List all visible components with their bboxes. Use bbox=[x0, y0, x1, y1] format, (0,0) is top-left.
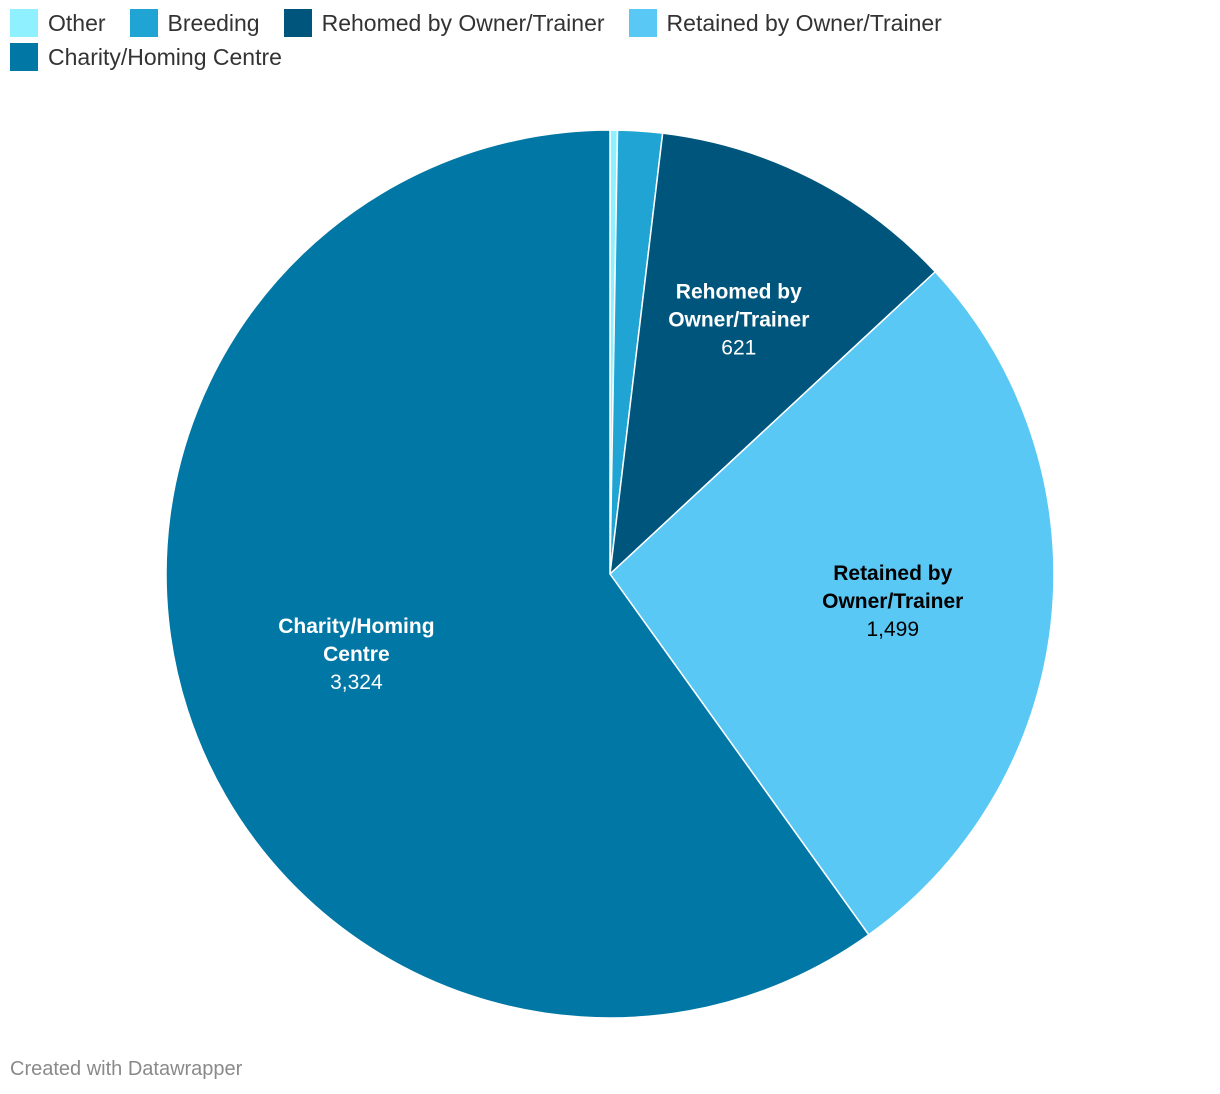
slice-label-name-line: Retained by bbox=[833, 562, 952, 585]
legend-swatch-charity bbox=[10, 43, 38, 71]
footer-credit: Created with Datawrapper bbox=[10, 1058, 243, 1080]
slice-label-rehomed-by-owner-trainer: Rehomed by Owner/Trainer 621 bbox=[668, 280, 809, 359]
legend-label-rehomed: Rehomed by Owner/Trainer bbox=[321, 9, 605, 36]
legend-label-charity: Charity/Homing Centre bbox=[48, 43, 282, 70]
legend-swatch-rehomed bbox=[283, 9, 312, 37]
slice-label-name-line: Rehomed by bbox=[676, 280, 802, 303]
slice-label-name-line: Owner/Trainer bbox=[822, 590, 963, 613]
chart-legend: Other Breeding Rehomed by Owner/Trainer … bbox=[10, 8, 1210, 72]
legend-label-retained: Retained by Owner/Trainer bbox=[666, 9, 942, 36]
pie-slice-retained-by-owner-trainer bbox=[609, 270, 1055, 936]
slice-label-retained-by-owner-trainer: Retained by Owner/Trainer 1,499 bbox=[822, 562, 963, 641]
slice-value-label: 621 bbox=[721, 336, 756, 359]
slice-label-name-line: Centre bbox=[323, 643, 390, 666]
slice-label-name-line: Charity/Homing bbox=[278, 615, 434, 638]
legend-item-rehomed: Rehomed by Owner/Trainer bbox=[283, 8, 605, 38]
legend-item-charity: Charity/Homing Centre bbox=[10, 42, 282, 72]
legend-item-breeding: Breeding bbox=[129, 8, 260, 38]
legend-item-other: Other bbox=[10, 8, 106, 38]
slice-value-label: 1,499 bbox=[866, 618, 919, 641]
legend-label-other: Other bbox=[48, 9, 106, 36]
legend-item-retained: Retained by Owner/Trainer bbox=[628, 8, 942, 38]
slice-value-label: 3,324 bbox=[330, 671, 383, 694]
legend-swatch-retained bbox=[628, 9, 657, 37]
pie-slice-charity-homing-centre bbox=[165, 129, 870, 1019]
legend-swatch-other bbox=[10, 9, 38, 37]
pie-slice-rehomed-by-owner-trainer bbox=[609, 132, 937, 576]
slice-label-name-line: Owner/Trainer bbox=[668, 308, 809, 331]
legend-label-breeding: Breeding bbox=[167, 9, 260, 36]
legend-swatch-breeding bbox=[129, 9, 158, 37]
slice-label-charity-homing-centre: Charity/Homing Centre 3,324 bbox=[278, 615, 434, 694]
